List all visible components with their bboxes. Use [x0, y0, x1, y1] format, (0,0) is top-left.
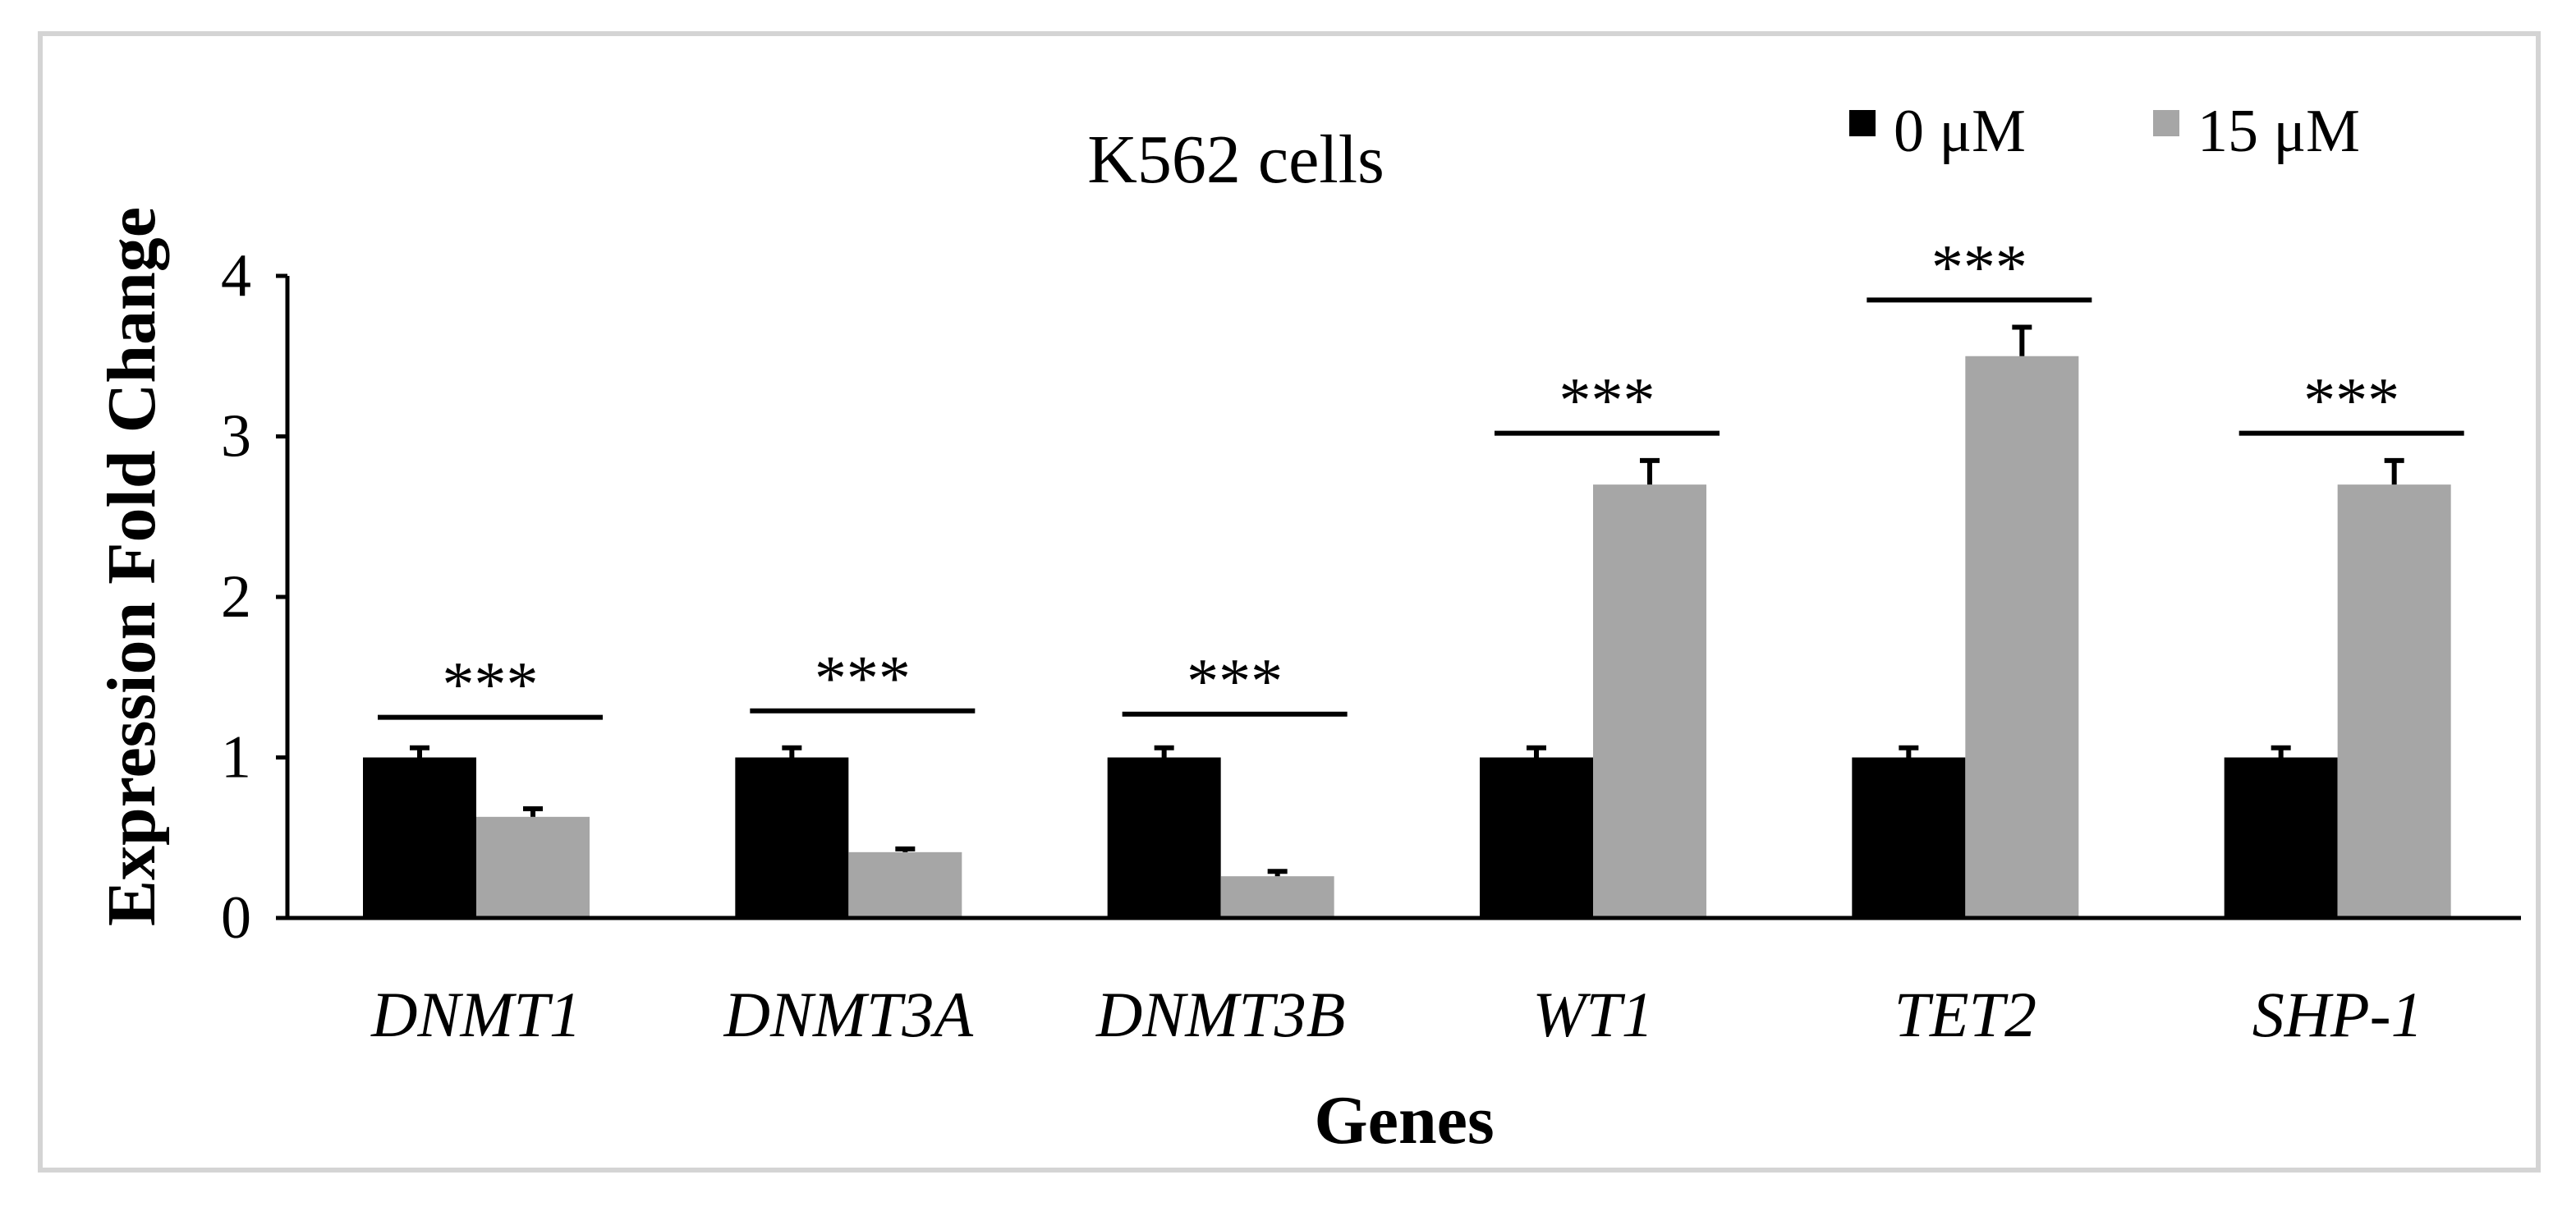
- bar-tet2-15-um: [1965, 356, 2079, 918]
- legend: 0 μM 15 μM: [1849, 98, 2360, 165]
- bar-shp-1-0-um: [2224, 757, 2338, 918]
- category-label-dnmt3b: DNMT3B: [1095, 979, 1345, 1050]
- category-label-tet2: TET2: [1894, 979, 2036, 1050]
- category-label-shp-1: SHP-1: [2252, 979, 2423, 1050]
- y-tick-label-3: 3: [221, 403, 251, 470]
- bar-dnmt3a-15-um: [848, 851, 962, 918]
- x-axis-title: Genes: [1314, 1082, 1494, 1159]
- significance-label-dnmt3b: ***: [1187, 645, 1283, 717]
- y-tick-label-0: 0: [221, 884, 251, 952]
- bar-dnmt3a-0-um: [735, 757, 849, 918]
- bar-shp-1-15-um: [2337, 484, 2451, 918]
- chart-frame: [38, 31, 2541, 1173]
- bar-dnmt3b-15-um: [1220, 876, 1334, 918]
- legend-swatch-0-um: [1849, 110, 1876, 136]
- y-tick-label-4: 4: [221, 242, 251, 310]
- legend-label-0-um: 0 μM: [1894, 98, 2026, 165]
- significance-label-dnmt3a: ***: [815, 642, 911, 714]
- bar-wt1-0-um: [1480, 757, 1593, 918]
- bar-dnmt1-0-um: [363, 757, 476, 918]
- y-tick-label-1: 1: [221, 724, 251, 792]
- significance-label-tet2: ***: [1931, 231, 2027, 302]
- y-tick-label-2: 2: [221, 563, 251, 631]
- chart-title: K562 cells: [1087, 122, 1384, 198]
- labels-layer: DNMT1 *** DNMT3A *** DNMT3B *** WT1 *** TET2 *** S…: [370, 231, 2464, 1050]
- legend-label-15-um: 15 μM: [2197, 98, 2360, 165]
- significance-label-wt1: ***: [1559, 365, 1655, 436]
- axes-layer: 0 1 2 3 4: [221, 242, 2521, 952]
- bars-layer: [363, 324, 2451, 918]
- bar-dnmt1-15-um: [476, 816, 590, 918]
- category-label-wt1: WT1: [1532, 979, 1653, 1050]
- bar-dnmt3b-0-um: [1107, 757, 1221, 918]
- category-label-dnmt3a: DNMT3A: [723, 979, 974, 1050]
- category-label-dnmt1: DNMT1: [370, 979, 581, 1050]
- y-axis-title: Expression Fold Change: [94, 207, 170, 926]
- significance-label-shp-1: ***: [2303, 365, 2399, 436]
- bar-wt1-15-um: [1593, 484, 1706, 918]
- bar-tet2-0-um: [1852, 757, 1966, 918]
- significance-label-dnmt1: ***: [443, 649, 539, 720]
- legend-swatch-15-um: [2153, 110, 2179, 136]
